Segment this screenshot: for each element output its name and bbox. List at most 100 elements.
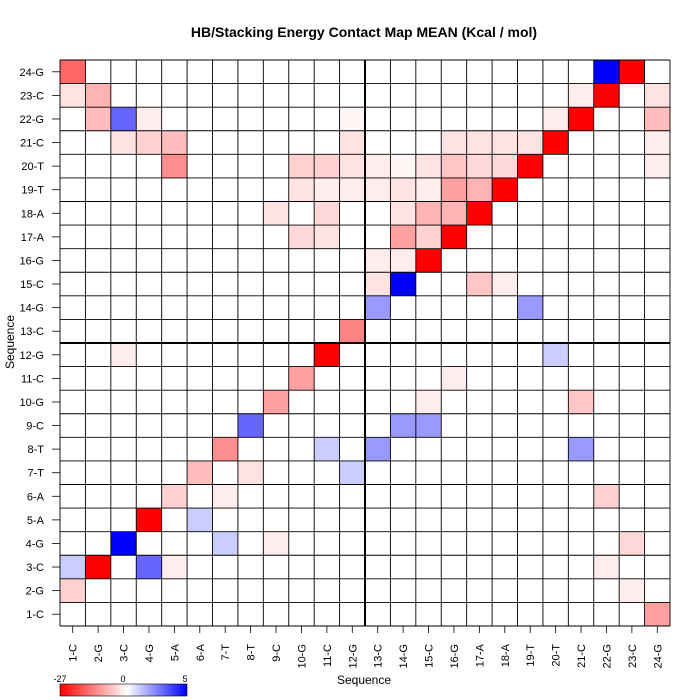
x-tick-label: 24-G — [652, 644, 664, 668]
heatmap-cell — [161, 154, 188, 178]
heatmap-cell — [542, 107, 569, 131]
heatmap-cell — [593, 484, 620, 509]
heatmap-cell — [161, 484, 188, 509]
heatmap-cell — [365, 437, 391, 461]
heatmap-cell — [644, 602, 670, 626]
heatmap-cell — [415, 177, 442, 202]
heatmap-cell — [415, 154, 442, 178]
heatmap-cell — [568, 83, 594, 108]
y-tick-label: 6-A — [27, 491, 45, 503]
y-tick-label: 12-G — [20, 350, 44, 362]
x-tick-label: 3-C — [119, 644, 131, 662]
heatmap-cell — [187, 508, 213, 532]
heatmap-cell — [237, 413, 264, 438]
x-tick-label: 16-G — [449, 644, 461, 668]
heatmap-cell — [390, 177, 416, 202]
heatmap-cell — [110, 343, 137, 367]
heatmap-cell — [415, 390, 442, 414]
x-tick-label: 7-T — [220, 644, 232, 661]
heatmap-cell — [441, 366, 467, 391]
heatmap-cell — [466, 154, 493, 178]
heatmap-cell — [517, 154, 543, 178]
heatmap-cell — [339, 319, 365, 343]
y-tick-label: 23-C — [20, 90, 44, 102]
heatmap-cell — [136, 107, 162, 131]
heatmap-cell — [187, 460, 213, 485]
heatmap-cells — [60, 60, 670, 626]
heatmap-cell — [644, 130, 670, 155]
heatmap-cell — [466, 130, 493, 155]
heatmap-cell — [314, 343, 340, 367]
y-tick-label: 11-C — [21, 373, 44, 385]
x-tick-label: 22-G — [601, 644, 613, 668]
heatmap-cell — [365, 272, 391, 296]
heatmap-cell — [85, 83, 111, 108]
heatmap-cell — [339, 177, 365, 202]
heatmap-cell — [644, 154, 670, 178]
heatmap-cell — [110, 130, 137, 155]
y-tick-label: 5-A — [27, 515, 45, 527]
heatmap-cell — [339, 107, 365, 131]
y-tick-label: 15-C — [20, 279, 44, 291]
heatmap-cell — [644, 83, 670, 108]
heatmap-cell — [568, 437, 594, 461]
heatmap-cell — [441, 154, 467, 178]
y-tick-label: 24-G — [20, 67, 44, 79]
heatmap-cell — [288, 225, 315, 249]
heatmap-cell — [365, 248, 391, 273]
y-axis-title: Sequence — [3, 315, 17, 369]
y-tick-label: 3-C — [26, 562, 44, 574]
heatmap-cell — [314, 437, 340, 461]
colorbar-gradient — [59, 683, 188, 697]
heatmap-cell — [390, 201, 416, 226]
x-tick-label: 12-G — [347, 644, 359, 668]
heatmap-cell — [314, 201, 340, 226]
heatmap-cell — [339, 130, 365, 155]
x-axis-title: Sequence — [337, 673, 391, 687]
y-tick-label: 1-C — [26, 609, 44, 621]
x-tick-label: 5-A — [169, 643, 181, 661]
heatmap-cell — [441, 225, 467, 249]
x-tick-label: 4-G — [144, 644, 156, 662]
heatmap-cell — [466, 272, 493, 296]
heatmap-cell — [593, 555, 620, 579]
x-tick-label: 17-A — [474, 643, 486, 667]
heatmap-cell — [415, 413, 442, 438]
y-tick-label: 19-T — [21, 185, 44, 197]
x-tick-label: 1-C — [68, 644, 80, 662]
heatmap-cell — [644, 107, 670, 131]
colorbar-min-label: -27 — [53, 674, 66, 684]
x-tick-label: 9-C — [271, 644, 283, 662]
x-tick-label: 15-C — [424, 644, 436, 668]
heatmap-cell — [619, 531, 645, 556]
y-tick-label: 2-G — [26, 586, 44, 598]
heatmap-cell — [568, 107, 594, 131]
heatmap-cell — [161, 130, 188, 155]
heatmap-cell — [85, 107, 111, 131]
heatmap-cell — [492, 272, 518, 296]
x-tick-label: 11-C — [322, 644, 334, 667]
heatmap-cell — [288, 177, 315, 202]
heatmap-cell — [390, 154, 416, 178]
heatmap-cell — [110, 531, 137, 556]
heatmap-cell — [314, 225, 340, 249]
heatmap-cell — [365, 154, 391, 178]
x-tick-label: 6-A — [195, 643, 207, 661]
heatmap-cell — [339, 154, 365, 178]
x-tick-label: 14-G — [398, 644, 410, 668]
colorbar-mid-label: 0 — [120, 674, 125, 684]
heatmap-cell — [466, 201, 493, 226]
chart-title: HB/Stacking Energy Contact Map MEAN (Kca… — [191, 24, 537, 40]
heatmap-cell — [60, 60, 86, 84]
heatmap-cell — [466, 177, 493, 202]
heatmap-cell — [568, 390, 594, 414]
x-tick-label: 2-G — [93, 644, 105, 662]
heatmap-cell — [517, 130, 543, 155]
heatmap-cell — [619, 60, 645, 84]
heatmap-cell — [390, 248, 416, 273]
heatmap-cell — [85, 555, 111, 579]
heatmap-cell — [212, 437, 238, 461]
heatmap-cell — [60, 578, 86, 603]
y-tick-label: 18-A — [21, 208, 45, 220]
